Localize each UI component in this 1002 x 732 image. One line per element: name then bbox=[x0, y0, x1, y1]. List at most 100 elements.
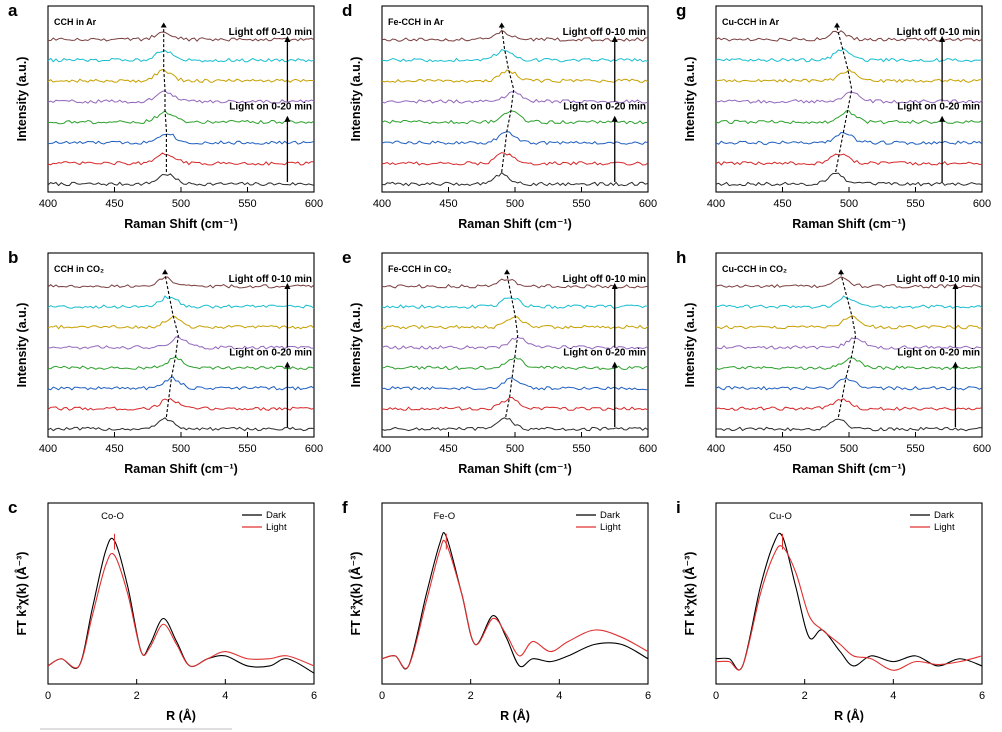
y-axis-label: Intensity (a.u.) bbox=[349, 57, 363, 142]
panel-g: g 400 450 500 550 600 Raman Shift (cm⁻¹) Intens… bbox=[676, 1, 991, 231]
x-tick-label: 450 bbox=[773, 443, 791, 455]
y-axis-label: Intensity (a.u.) bbox=[683, 57, 697, 142]
x-axis-label: Raman Shift (cm⁻¹) bbox=[792, 217, 906, 231]
spectrum-line bbox=[47, 417, 315, 432]
x-tick-label: 2 bbox=[468, 690, 474, 702]
x-tick-label: 6 bbox=[645, 690, 651, 702]
x-tick-label: 6 bbox=[979, 690, 985, 702]
spectrum-line bbox=[47, 90, 315, 104]
x-tick-label: 500 bbox=[172, 443, 190, 455]
spectrum-line bbox=[381, 171, 649, 187]
x-tick-label: 500 bbox=[840, 443, 858, 455]
panel-title: Fe-CCH in Ar bbox=[388, 17, 444, 27]
x-tick-label: 450 bbox=[439, 198, 457, 210]
spectrum-line bbox=[381, 152, 649, 166]
spectrum-line bbox=[715, 377, 983, 391]
x-tick-label: 400 bbox=[39, 443, 57, 455]
spectrum-line bbox=[381, 316, 649, 330]
light-off-label: Light off 0-10 min bbox=[563, 274, 646, 285]
spectrum-line bbox=[47, 336, 315, 350]
y-axis-label: FT k³χ(k) (Å⁻³) bbox=[14, 552, 29, 636]
y-axis-label: Intensity (a.u.) bbox=[683, 303, 697, 388]
x-tick-label: 550 bbox=[572, 198, 590, 210]
x-axis-label: Raman Shift (cm⁻¹) bbox=[458, 217, 572, 231]
spectrum-line bbox=[47, 31, 315, 42]
light-on-arrowhead bbox=[939, 115, 946, 122]
spectrum-line bbox=[381, 91, 649, 104]
spectrum-line bbox=[381, 110, 649, 125]
x-tick-label: 400 bbox=[39, 198, 57, 210]
panel-letter: d bbox=[342, 1, 352, 20]
x-tick-label: 600 bbox=[639, 198, 657, 210]
spectrum-line bbox=[381, 131, 649, 146]
peak-shift-arrowhead bbox=[160, 22, 167, 28]
spectrum-line bbox=[47, 133, 315, 145]
panel-letter: b bbox=[8, 248, 18, 267]
peak-shift-trend bbox=[835, 27, 853, 173]
spectrum-line bbox=[715, 398, 983, 411]
light-on-label: Light on 0-20 min bbox=[229, 348, 312, 359]
spectrum-line bbox=[381, 278, 649, 289]
spectrum-line bbox=[47, 152, 314, 166]
legend-label: Light bbox=[600, 522, 621, 533]
panel-h: h 400 450 500 550 600 Raman Shift (cm⁻¹) Intens… bbox=[676, 248, 991, 476]
plot-frame bbox=[715, 502, 983, 685]
light-on-arrowhead bbox=[284, 361, 291, 368]
peak-shift-arrowhead bbox=[498, 22, 505, 28]
spectrum-line bbox=[715, 91, 983, 104]
panel-title: CCH in Ar bbox=[54, 17, 97, 27]
panel-letter: g bbox=[676, 1, 686, 20]
light-on-label: Light on 0-20 min bbox=[563, 348, 646, 359]
spectrum-line bbox=[716, 418, 983, 432]
legend-label: Dark bbox=[266, 510, 286, 521]
panel-letter: f bbox=[342, 498, 348, 517]
y-axis-label: Intensity (a.u.) bbox=[349, 303, 363, 388]
spectrum-line bbox=[47, 69, 314, 83]
x-tick-label: 500 bbox=[172, 198, 190, 210]
x-tick-label: 600 bbox=[305, 198, 323, 210]
x-tick-label: 450 bbox=[105, 198, 123, 210]
x-tick-label: 600 bbox=[639, 443, 657, 455]
peak-shift-trend bbox=[505, 274, 519, 418]
light-on-arrowhead bbox=[952, 361, 959, 368]
y-axis-label: FT k³χ(k) (Å⁻³) bbox=[348, 552, 363, 636]
x-tick-label: 500 bbox=[506, 443, 524, 455]
peak-label: Cu-O bbox=[769, 511, 792, 522]
x-axis-label: R (Å) bbox=[500, 708, 530, 723]
x-tick-label: 0 bbox=[713, 690, 719, 702]
light-on-label: Light on 0-20 min bbox=[897, 102, 980, 113]
x-axis-label: Raman Shift (cm⁻¹) bbox=[792, 462, 906, 476]
light-off-arrowhead bbox=[284, 283, 291, 289]
y-axis-label: FT k³χ(k) (Å⁻³) bbox=[682, 552, 697, 636]
peak-shift-arrowhead bbox=[834, 22, 841, 28]
series-line-dark bbox=[381, 532, 649, 670]
spectrum-line bbox=[715, 30, 983, 42]
x-tick-label: 450 bbox=[439, 443, 457, 455]
spectrum-line bbox=[47, 376, 315, 391]
x-axis-label: R (Å) bbox=[166, 708, 196, 723]
x-tick-label: 500 bbox=[840, 198, 858, 210]
x-tick-label: 550 bbox=[906, 198, 924, 210]
spectrum-line bbox=[47, 173, 315, 187]
x-tick-label: 6 bbox=[311, 690, 317, 702]
y-axis-label: Intensity (a.u.) bbox=[15, 57, 29, 142]
x-tick-label: 4 bbox=[890, 690, 896, 702]
light-off-label: Light off 0-10 min bbox=[563, 27, 646, 38]
spectrum-line bbox=[715, 337, 983, 350]
series-line-light bbox=[381, 539, 649, 669]
spectrum-line bbox=[47, 355, 315, 370]
panel-a: a 400 450 500 550 600 Raman Shift (cm⁻¹) Intens… bbox=[8, 1, 323, 231]
peak-label: Fe-O bbox=[433, 511, 455, 522]
light-on-label: Light on 0-20 min bbox=[897, 348, 980, 359]
panel-title: Fe-CCH in CO₂ bbox=[388, 264, 452, 274]
light-on-arrowhead bbox=[611, 115, 618, 122]
peak-shift-arrowhead bbox=[504, 269, 511, 275]
legend-label: Dark bbox=[600, 510, 620, 521]
spectrum-line bbox=[47, 397, 315, 411]
spectrum-line bbox=[47, 295, 315, 309]
light-off-arrowhead bbox=[611, 283, 618, 289]
x-tick-label: 0 bbox=[45, 690, 51, 702]
light-on-arrowhead bbox=[611, 361, 618, 368]
